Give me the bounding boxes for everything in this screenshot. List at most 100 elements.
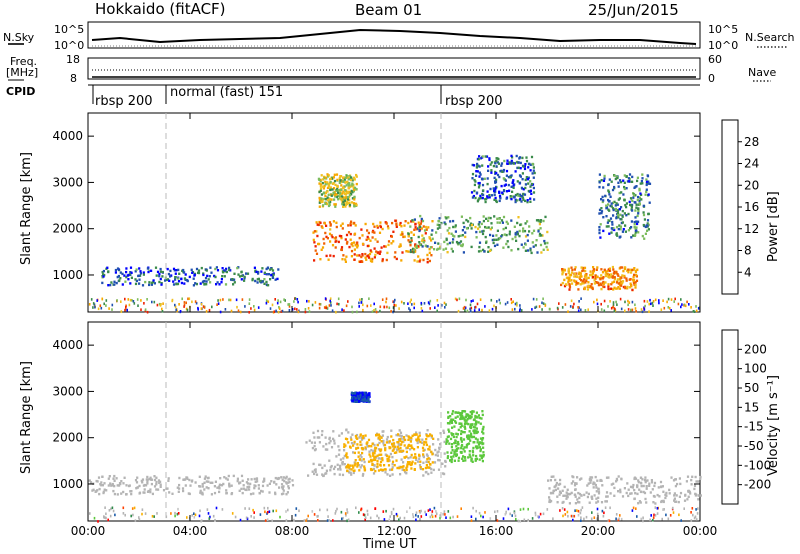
power-cell — [272, 273, 275, 276]
velocity-cell — [650, 481, 654, 484]
velocity-cell — [450, 458, 454, 461]
power-cell — [627, 308, 630, 311]
power-cell — [111, 303, 114, 307]
velocity-cell — [609, 492, 612, 495]
velocity-cell — [231, 512, 234, 515]
power-cell — [604, 273, 607, 276]
power-cell — [484, 225, 487, 229]
velocity-cell — [395, 512, 398, 516]
power-cell — [567, 310, 569, 313]
power-cell — [348, 198, 351, 201]
power-cell — [342, 205, 345, 208]
power-cell — [563, 278, 566, 282]
power-cell — [593, 282, 596, 285]
velocity-cell — [635, 507, 637, 510]
velocity-cell — [467, 442, 471, 445]
power-cell — [288, 303, 291, 306]
power-cell — [637, 212, 640, 215]
velocity-cell — [319, 508, 321, 512]
velocity-cell — [482, 432, 485, 435]
power-cell — [646, 174, 649, 177]
power-cell — [602, 216, 605, 219]
power-cell — [475, 170, 478, 173]
velocity-cell — [474, 422, 477, 426]
velocity-cell — [482, 427, 485, 431]
power-cell — [517, 247, 520, 251]
power-cell — [634, 281, 637, 284]
velocity-cell — [360, 459, 363, 462]
power-cell — [263, 282, 266, 285]
power-cell — [405, 250, 408, 253]
velocity-cell — [409, 463, 412, 467]
power-cell — [500, 162, 504, 165]
power-cell — [348, 245, 351, 249]
power-cell — [600, 287, 603, 291]
velocity-cell — [464, 415, 467, 418]
power-cell — [558, 302, 560, 305]
velocity-cell — [586, 484, 589, 487]
power-cell — [311, 303, 314, 307]
velocity-cell — [325, 442, 328, 446]
velocity-cell — [640, 484, 643, 488]
velocity-cell — [365, 399, 368, 402]
velocity-cell — [418, 453, 421, 457]
power-cell — [318, 196, 321, 200]
power-cell — [607, 305, 609, 308]
power-cell — [320, 193, 323, 196]
velocity-cell — [343, 449, 346, 452]
velocity-cell — [690, 478, 693, 482]
velocity-cell — [326, 508, 329, 512]
power-cell — [485, 226, 488, 229]
velocity-cell — [476, 416, 479, 419]
power-cell — [632, 268, 635, 271]
power-cell — [161, 275, 164, 278]
velocity-cell — [639, 490, 642, 493]
power-cell — [506, 301, 509, 304]
velocity-cell — [417, 515, 419, 518]
power-cell — [479, 196, 482, 200]
power-cell — [428, 259, 431, 263]
power-cell — [229, 298, 232, 302]
velocity-cell — [470, 457, 473, 460]
power-cell — [621, 221, 624, 224]
power-cell — [517, 161, 520, 164]
power-cell — [415, 228, 418, 231]
power-cell — [221, 267, 224, 270]
velocity-cell — [89, 481, 93, 484]
velocity-cell — [119, 482, 122, 486]
velocity-cell — [406, 461, 410, 464]
power-cell — [366, 229, 369, 232]
power-cell — [520, 186, 523, 190]
velocity-cell — [124, 513, 126, 517]
power-cell — [353, 198, 356, 201]
velocity-cell — [439, 516, 441, 520]
power-cell — [159, 304, 162, 307]
power-cell — [666, 300, 668, 304]
velocity-cell — [383, 443, 387, 447]
velocity-cell — [570, 514, 573, 518]
velocity-cell — [690, 483, 693, 486]
velocity-cell — [608, 519, 611, 523]
velocity-cell — [410, 444, 413, 447]
velocity-cell — [275, 483, 278, 486]
velocity-cell — [347, 431, 350, 434]
power-cell — [321, 246, 325, 249]
power-cell — [418, 241, 421, 244]
power-cell — [476, 191, 479, 194]
velocity-cell — [189, 484, 192, 487]
power-cell — [617, 286, 620, 289]
power-cell — [526, 249, 529, 252]
velocity-cell — [467, 437, 470, 440]
velocity-cell — [95, 479, 98, 483]
velocity-cell — [388, 455, 391, 458]
power-cell — [616, 278, 619, 281]
velocity-cell — [406, 463, 409, 466]
power-cell — [153, 282, 156, 285]
power-cell — [139, 272, 142, 275]
power-cell — [343, 309, 345, 312]
power-cell — [605, 204, 608, 207]
power-cell — [281, 309, 284, 313]
power-cell — [429, 307, 431, 310]
power-cell — [634, 270, 637, 274]
power-cell — [284, 299, 286, 302]
